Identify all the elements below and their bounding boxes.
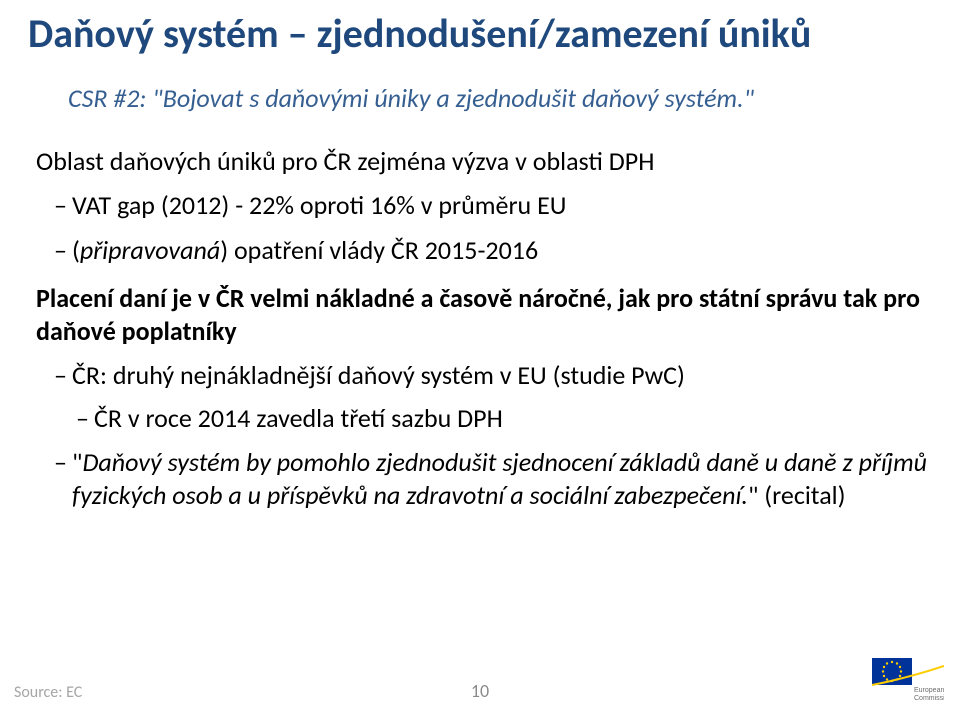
csr-quote: CSR #2: "Bojovat s daňovými úniky a zjed… [68, 82, 932, 115]
section-1-item-b-pre: ( [72, 234, 80, 266]
section-2-item-a: ČR: druhý nejnákladnější daňový systém v… [54, 359, 932, 434]
section-1-heading: Oblast daňových úniků pro ČR zejména výz… [36, 145, 932, 178]
section-2-item-b-post: " (recital) [748, 479, 846, 511]
ec-logo: European Commission [872, 654, 944, 704]
section-1-item-b: (připravovaná) opatření vlády ČR 2015-20… [54, 234, 932, 267]
section-1-list: VAT gap (2012) - 22% oproti 16% v průměr… [36, 189, 932, 266]
slide-body: Oblast daňových úniků pro ČR zejména výz… [36, 145, 932, 512]
footer-source: Source: EC [14, 683, 82, 702]
section-2-item-b: "Daňový systém by pomohlo zjednodušit sj… [54, 446, 932, 511]
ec-logo-text-bottom: Commission [914, 695, 944, 702]
ec-logo-svg: European Commission [872, 654, 944, 704]
section-1-item-b-post: ) opatření vlády ČR 2015-2016 [220, 234, 538, 266]
section-2-item-a-sub: ČR v roce 2014 zavedla třetí sazbu DPH [76, 402, 932, 435]
section-2-item-b-pre: " [72, 446, 82, 478]
section-2-list: ČR: druhý nejnákladnější daňový systém v… [36, 359, 932, 511]
ec-logo-text-top: European [914, 687, 944, 694]
section-2-item-a-sublist: ČR v roce 2014 zavedla třetí sazbu DPH [72, 402, 932, 435]
section-1-item-a: VAT gap (2012) - 22% oproti 16% v průměr… [54, 189, 932, 222]
section-2-item-a-text: ČR: druhý nejnákladnější daňový systém v… [72, 359, 685, 391]
section-2-heading: Placení daní je v ČR velmi nákladné a ča… [36, 282, 932, 347]
page-number: 10 [471, 680, 489, 702]
slide-title: Daňový systém – zjednodušení/zamezení ún… [28, 12, 932, 56]
section-1-item-b-italic: připravovaná [80, 234, 220, 266]
slide: Daňový systém – zjednodušení/zamezení ún… [0, 0, 960, 714]
